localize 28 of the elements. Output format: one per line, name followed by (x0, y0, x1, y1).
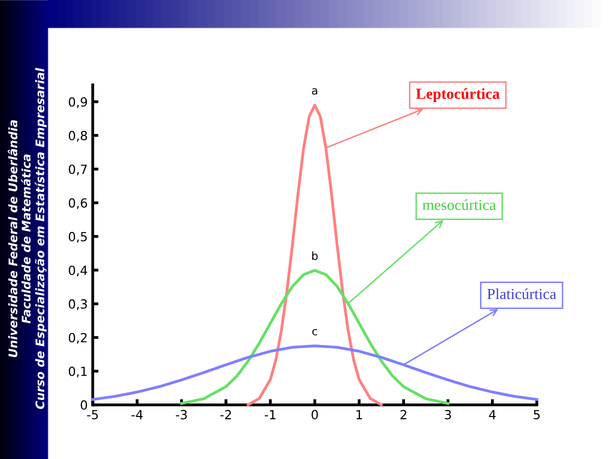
x-tick-label: -3 (176, 410, 187, 420)
x-tick-label: -2 (220, 410, 231, 420)
x-tick-label: -5 (87, 410, 98, 420)
y-tick-label: 0,5 (68, 232, 87, 243)
y-tick-label: 0,4 (68, 266, 88, 276)
x-tick-label: -4 (132, 410, 143, 420)
x-tick-label: 4 (489, 410, 496, 420)
annotation: b (312, 251, 318, 260)
x-tick-label: 0 (312, 410, 318, 420)
y-tick-label: 0,1 (68, 366, 87, 378)
y-tick-label: 0,2 (68, 332, 87, 344)
text: Universidade Federal de Uberlândia Faculdade de Matemática Curso de Especialização em Estatística Empresarial (8, 68, 47, 410)
y-tick-label: 0,7 (68, 164, 87, 176)
x-tick-label: 1 (356, 410, 362, 420)
annotation: a (312, 88, 318, 95)
text: mesocúrtica (422, 199, 496, 210)
x-tick-label: 3 (444, 410, 451, 420)
annotation: c (312, 329, 318, 336)
x-tick-label: 2 (400, 410, 406, 420)
text: Leptocúrtica (416, 88, 500, 102)
x-tick-label: -1 (264, 410, 276, 420)
y-tick-label: 0,6 (68, 198, 88, 209)
y-tick-label: 0,9 (68, 97, 87, 108)
y-tick-label: 0,3 (68, 299, 87, 310)
y-tick-label: 0 (80, 400, 88, 410)
x-tick-label: 5 (534, 410, 540, 420)
text: Platicúrtica (487, 288, 556, 300)
y-tick-label: 0,8 (68, 130, 88, 142)
